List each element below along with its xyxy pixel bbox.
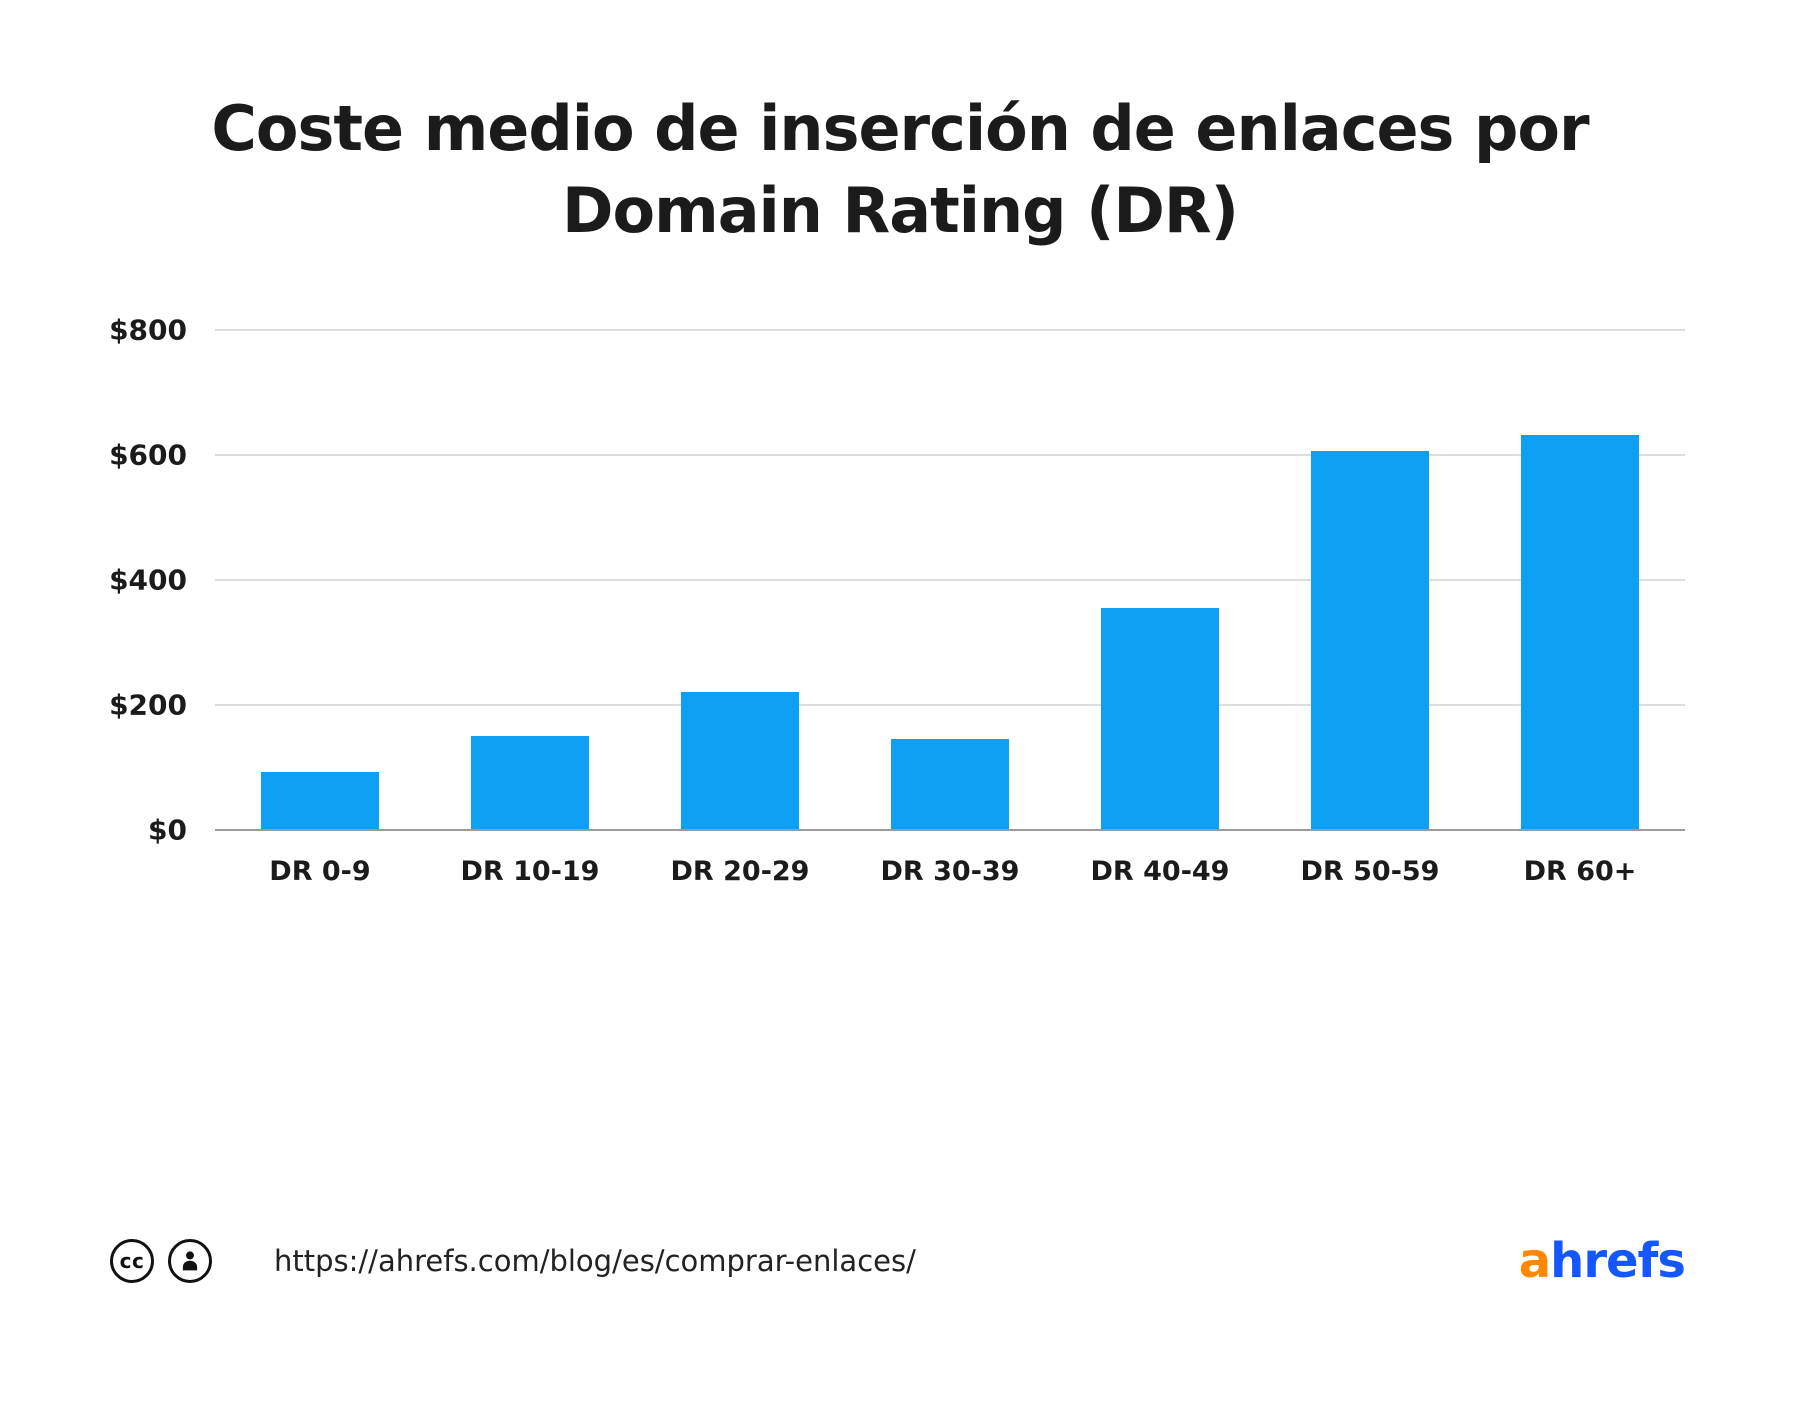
bar-column bbox=[1055, 330, 1265, 830]
bar-column bbox=[1475, 330, 1685, 830]
y-axis-labels: $0 $200 $400 $600 $800 bbox=[100, 313, 215, 846]
y-tick-label: $0 bbox=[148, 813, 187, 847]
gridline bbox=[215, 328, 1685, 331]
source-url-link[interactable]: https://ahrefs.com/blog/es/comprar-enlac… bbox=[274, 1244, 916, 1278]
bars bbox=[215, 330, 1685, 830]
creative-commons-icon: cc bbox=[110, 1239, 154, 1283]
bar-chart: $0 $200 $400 $600 $800 DR 0-9 DR 10-19 DR 20-2… bbox=[100, 313, 1685, 887]
x-tick-label: DR 0-9 bbox=[269, 855, 371, 887]
attribution-person-icon bbox=[168, 1239, 212, 1283]
bar-dr-20-29 bbox=[681, 692, 799, 830]
x-tick-label: DR 50-59 bbox=[1300, 855, 1440, 887]
cc-icon-text: cc bbox=[119, 1249, 145, 1273]
x-axis-baseline bbox=[215, 828, 1685, 831]
page-title: Coste medio de inserción de enlaces por … bbox=[211, 92, 1589, 247]
x-tick-label: DR 10-19 bbox=[460, 855, 600, 887]
y-tick-label: $400 bbox=[109, 563, 187, 597]
x-tick-label: DR 30-39 bbox=[880, 855, 1020, 887]
y-tick-label: $200 bbox=[109, 688, 187, 722]
y-tick-label: $800 bbox=[109, 313, 187, 347]
license-badges: cc bbox=[110, 1239, 212, 1283]
bar-dr-40-49 bbox=[1101, 608, 1219, 830]
plot-area bbox=[215, 328, 1685, 831]
x-tick-label: DR 60+ bbox=[1523, 855, 1637, 887]
bar-column bbox=[425, 330, 635, 830]
x-tick-label: DR 40-49 bbox=[1090, 855, 1230, 887]
bar-dr-50-59 bbox=[1311, 450, 1429, 830]
plot-wrap: DR 0-9 DR 10-19 DR 20-29 DR 30-39 DR 40-49 DR… bbox=[215, 328, 1685, 887]
x-axis-labels: DR 0-9 DR 10-19 DR 20-29 DR 30-39 DR 40-49 DR… bbox=[215, 856, 1685, 887]
ahrefs-logo-a: a bbox=[1518, 1233, 1551, 1289]
bar-column bbox=[845, 330, 1055, 830]
gridline bbox=[215, 578, 1685, 581]
bar-column bbox=[215, 330, 425, 830]
bar-dr-0-9 bbox=[261, 771, 379, 830]
bar-dr-60+ bbox=[1521, 434, 1639, 830]
gridline bbox=[215, 453, 1685, 456]
bar-dr-10-19 bbox=[471, 735, 589, 830]
gridline bbox=[215, 703, 1685, 706]
ahrefs-logo-rest: hrefs bbox=[1550, 1233, 1686, 1289]
ahrefs-logo: ahrefs bbox=[1518, 1233, 1686, 1289]
bar-column bbox=[635, 330, 845, 830]
y-tick-label: $600 bbox=[109, 438, 187, 472]
bar-column bbox=[1265, 330, 1475, 830]
x-tick-label: DR 20-29 bbox=[670, 855, 810, 887]
bar-dr-30-39 bbox=[891, 739, 1009, 830]
footer: cc https://ahrefs.com/blog/es/comprar-en… bbox=[110, 1233, 1686, 1289]
